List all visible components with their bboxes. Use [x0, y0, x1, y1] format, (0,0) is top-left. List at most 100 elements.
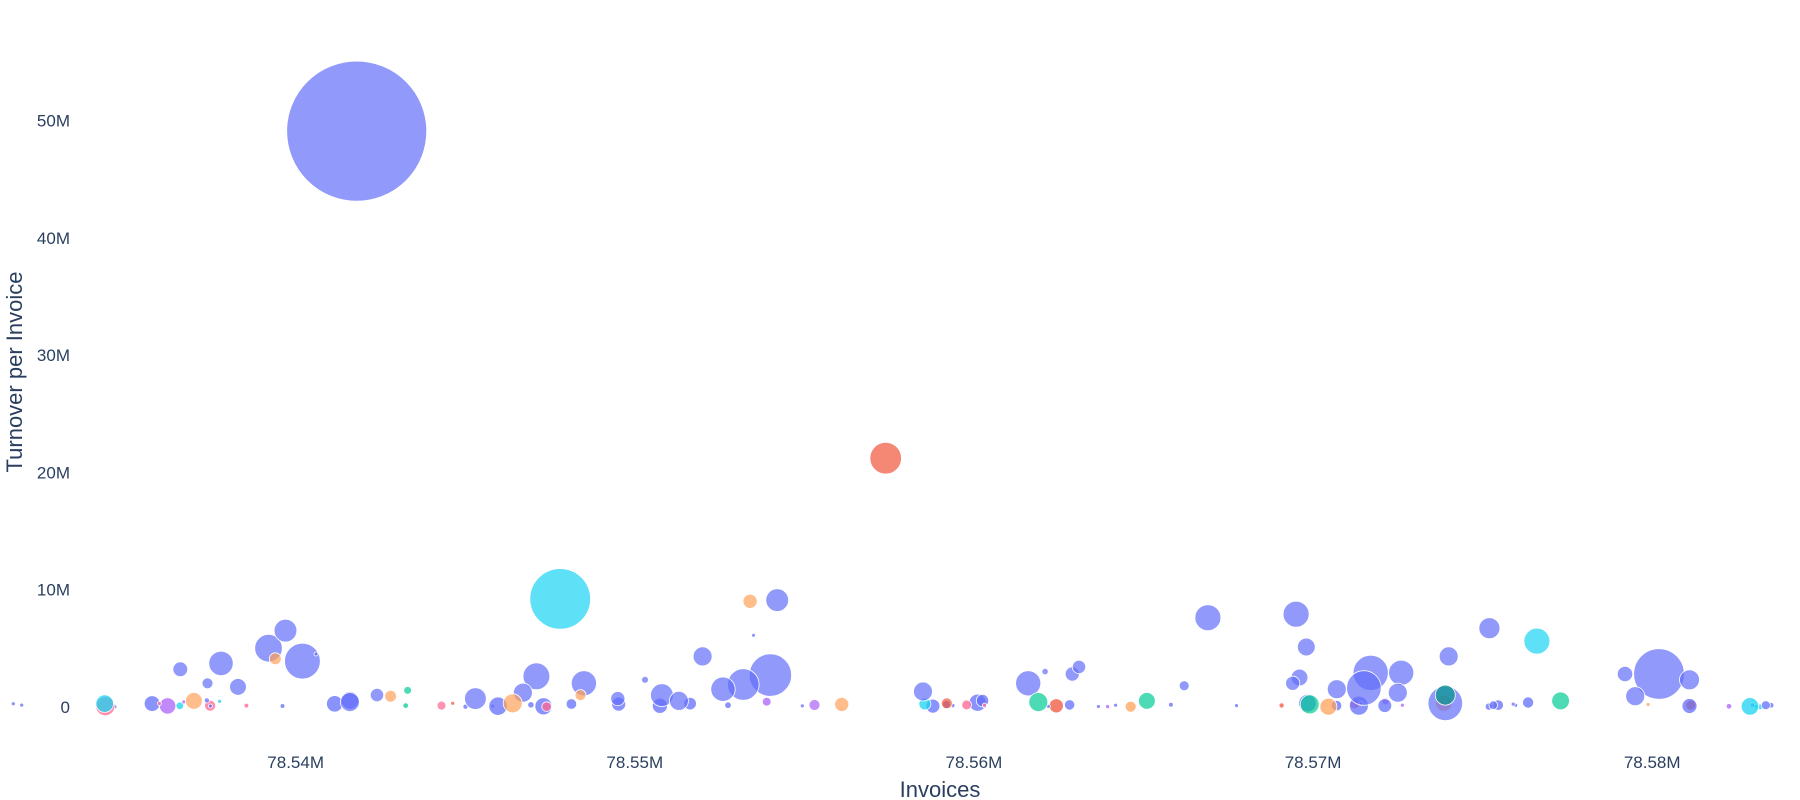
- data-point[interactable]: [10, 701, 16, 707]
- data-point[interactable]: [724, 701, 732, 709]
- data-point[interactable]: [1096, 704, 1101, 709]
- data-point[interactable]: [529, 568, 591, 630]
- data-point[interactable]: [207, 703, 213, 709]
- data-point[interactable]: [268, 652, 282, 665]
- data-point[interactable]: [156, 701, 162, 706]
- data-point[interactable]: [1645, 702, 1651, 707]
- data-point[interactable]: [313, 651, 319, 657]
- data-point[interactable]: [217, 699, 223, 704]
- data-point[interactable]: [1681, 698, 1698, 714]
- data-point[interactable]: [982, 702, 987, 708]
- data-point[interactable]: [669, 691, 689, 711]
- data-point[interactable]: [869, 442, 902, 475]
- data-point[interactable]: [710, 676, 736, 702]
- data-point[interactable]: [574, 689, 587, 701]
- data-point[interactable]: [1725, 703, 1733, 710]
- data-point[interactable]: [1113, 702, 1118, 708]
- data-point[interactable]: [159, 697, 177, 715]
- data-point[interactable]: [1522, 696, 1535, 709]
- data-point[interactable]: [1760, 700, 1771, 711]
- data-point[interactable]: [279, 703, 286, 709]
- data-point[interactable]: [273, 618, 298, 643]
- data-point[interactable]: [1041, 667, 1049, 676]
- data-point[interactable]: [1438, 646, 1459, 667]
- data-point[interactable]: [1616, 665, 1634, 683]
- data-point[interactable]: [1297, 637, 1316, 657]
- x-tick-label: 78.56M: [946, 753, 1003, 772]
- data-point[interactable]: [402, 702, 409, 709]
- data-point[interactable]: [940, 697, 953, 710]
- data-point[interactable]: [284, 642, 321, 680]
- data-point[interactable]: [175, 701, 184, 710]
- data-point[interactable]: [541, 701, 552, 712]
- data-point[interactable]: [1510, 701, 1516, 707]
- data-point[interactable]: [522, 662, 551, 691]
- data-point[interactable]: [339, 692, 360, 712]
- data-point[interactable]: [565, 698, 578, 710]
- data-point[interactable]: [384, 689, 397, 703]
- data-point[interactable]: [464, 687, 487, 710]
- data-point[interactable]: [742, 593, 758, 609]
- data-point[interactable]: [1194, 604, 1222, 632]
- y-tick-label: 10M: [37, 581, 70, 600]
- data-point[interactable]: [243, 702, 250, 709]
- data-point[interactable]: [1387, 682, 1408, 703]
- data-point[interactable]: [1278, 702, 1285, 709]
- data-point[interactable]: [1105, 704, 1111, 710]
- data-point[interactable]: [1015, 670, 1042, 697]
- data-point[interactable]: [1028, 692, 1049, 712]
- data-point[interactable]: [1434, 684, 1456, 706]
- data-point[interactable]: [527, 701, 535, 709]
- data-point[interactable]: [95, 694, 114, 713]
- data-point[interactable]: [450, 700, 456, 706]
- data-point[interactable]: [19, 702, 25, 708]
- data-point[interactable]: [799, 703, 805, 709]
- data-point[interactable]: [692, 646, 713, 667]
- data-point[interactable]: [1488, 700, 1499, 710]
- data-point[interactable]: [403, 686, 412, 695]
- data-point[interactable]: [1478, 617, 1501, 640]
- data-point[interactable]: [203, 697, 210, 704]
- data-point[interactable]: [1064, 699, 1076, 711]
- data-point[interactable]: [1071, 659, 1087, 675]
- data-point[interactable]: [502, 693, 523, 714]
- data-point[interactable]: [436, 700, 447, 711]
- data-point[interactable]: [1551, 691, 1570, 711]
- data-point[interactable]: [641, 675, 649, 684]
- data-point[interactable]: [1400, 702, 1405, 708]
- data-point[interactable]: [1282, 600, 1310, 628]
- data-point[interactable]: [961, 699, 972, 711]
- data-point[interactable]: [1326, 679, 1347, 700]
- data-point[interactable]: [1178, 680, 1190, 692]
- data-point[interactable]: [1523, 627, 1551, 655]
- data-point[interactable]: [1377, 698, 1393, 713]
- data-point[interactable]: [913, 681, 933, 702]
- data-point[interactable]: [610, 691, 626, 707]
- data-point[interactable]: [1124, 700, 1137, 713]
- data-point[interactable]: [1625, 686, 1646, 707]
- data-point[interactable]: [1679, 669, 1700, 691]
- data-point[interactable]: [286, 60, 428, 202]
- data-point[interactable]: [1138, 692, 1156, 710]
- data-point[interactable]: [1168, 701, 1174, 708]
- data-point[interactable]: [1388, 659, 1415, 686]
- data-point[interactable]: [1234, 703, 1239, 708]
- data-point[interactable]: [808, 699, 821, 711]
- data-point[interactable]: [751, 632, 756, 638]
- data-point[interactable]: [201, 677, 214, 690]
- data-point[interactable]: [185, 692, 203, 710]
- data-point[interactable]: [229, 678, 247, 696]
- data-point[interactable]: [1048, 698, 1064, 714]
- data-point[interactable]: [1299, 694, 1320, 715]
- data-point[interactable]: [1740, 697, 1760, 716]
- data-point[interactable]: [834, 696, 850, 712]
- data-point[interactable]: [761, 696, 772, 707]
- data-point[interactable]: [172, 661, 189, 678]
- data-point[interactable]: [1346, 670, 1382, 706]
- data-point[interactable]: [765, 588, 789, 612]
- data-point[interactable]: [1319, 697, 1338, 716]
- data-point[interactable]: [1285, 675, 1301, 691]
- data-point[interactable]: [369, 687, 385, 703]
- data-point[interactable]: [208, 650, 234, 677]
